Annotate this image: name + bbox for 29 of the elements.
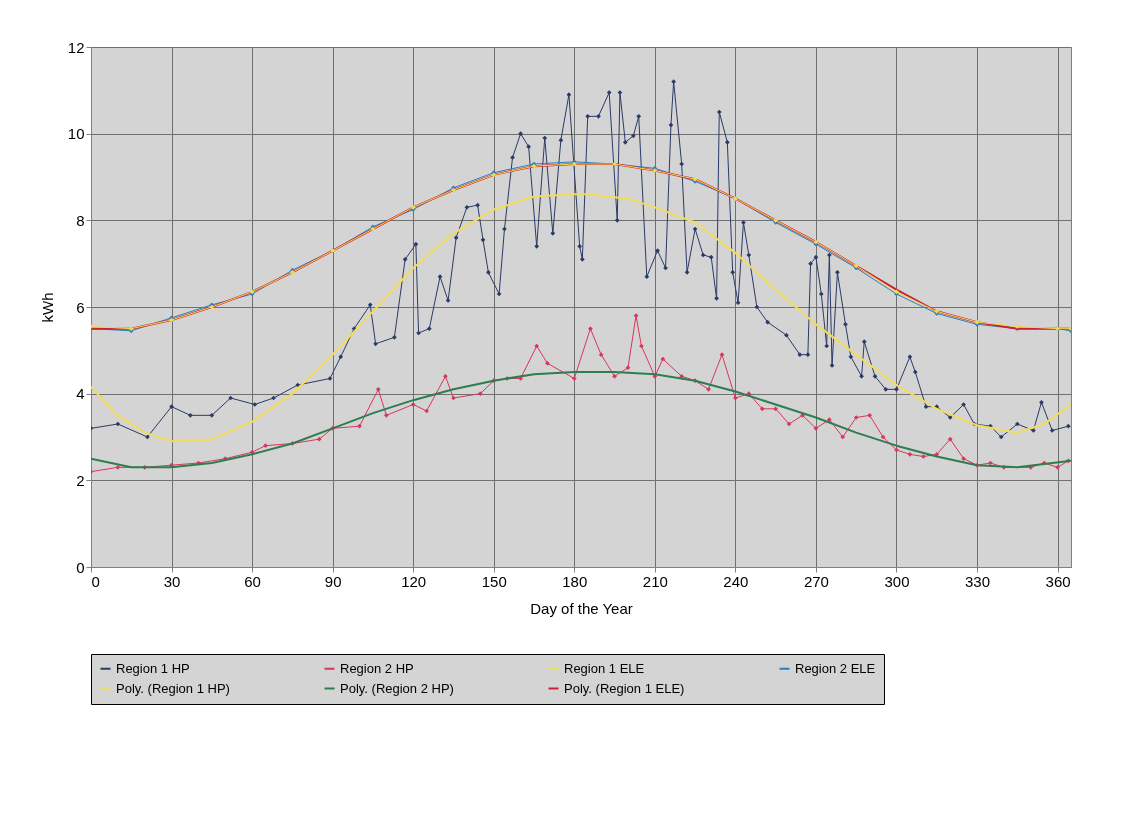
y-tick-label: 10 <box>67 125 85 143</box>
x-tick-label: 0 <box>91 572 100 590</box>
x-tick-label: 360 <box>1045 572 1071 590</box>
x-tick-label: 300 <box>884 572 910 590</box>
y-tick-label: 6 <box>76 298 85 316</box>
legend-label: Poly. (Region 1 ELE) <box>564 680 685 696</box>
x-tick-label: 180 <box>562 572 588 590</box>
legend-label: Region 2 HP <box>340 660 414 676</box>
y-tick-label: 0 <box>76 558 85 576</box>
x-axis-title: Day of the Year <box>530 599 633 617</box>
x-tick-label: 210 <box>642 572 668 590</box>
y-tick-label: 8 <box>76 211 85 229</box>
legend-label: Region 2 ELE <box>795 660 876 676</box>
x-tick-label: 240 <box>723 572 749 590</box>
x-tick-label: 150 <box>481 572 507 590</box>
x-tick-label: 330 <box>965 572 991 590</box>
legend-label: Poly. (Region 2 HP) <box>340 680 454 696</box>
legend-label: Region 1 ELE <box>564 660 645 676</box>
x-tick-label: 90 <box>324 572 342 590</box>
x-tick-label: 120 <box>401 572 427 590</box>
x-tick-label: 60 <box>244 572 261 590</box>
x-tick-label: 270 <box>803 572 829 590</box>
x-tick-label: 30 <box>163 572 181 590</box>
y-tick-label: 4 <box>76 385 85 403</box>
y-tick-label: 12 <box>67 38 85 56</box>
y-tick-label: 2 <box>76 471 85 489</box>
legend-label: Region 1 HP <box>116 660 190 676</box>
y-axis-title: kWh <box>38 292 56 323</box>
legend-label: Poly. (Region 1 HP) <box>116 680 230 696</box>
